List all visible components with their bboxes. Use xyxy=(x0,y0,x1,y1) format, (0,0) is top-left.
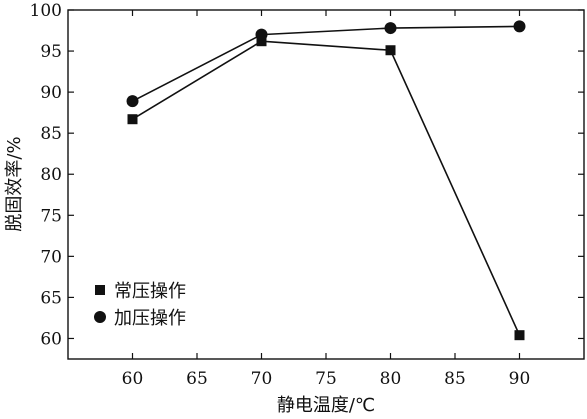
data-point-square xyxy=(256,36,267,47)
y-tick-label: 90 xyxy=(40,83,62,103)
data-point-circle xyxy=(126,95,139,108)
data-point-square xyxy=(127,114,138,125)
y-tick-label: 85 xyxy=(40,124,62,144)
series-1 xyxy=(127,36,525,341)
series-layer xyxy=(126,20,526,341)
axis-ticks: 60 65 70 75 80 85 90 60 65 70 75 80 85 90 95 100 xyxy=(30,1,584,389)
series-2 xyxy=(126,20,526,108)
x-tick-label: 80 xyxy=(380,369,402,389)
y-tick-label: 60 xyxy=(40,329,62,349)
y-tick-label: 100 xyxy=(30,1,62,21)
y-tick-label: 75 xyxy=(40,206,62,226)
data-point-square xyxy=(514,330,525,341)
legend-marker-square xyxy=(95,285,105,295)
x-tick-label: 65 xyxy=(186,369,208,389)
y-tick-label: 80 xyxy=(40,165,62,185)
y-axis-label: 脱固效率/% xyxy=(4,136,25,231)
x-tick-label: 60 xyxy=(122,369,144,389)
legend-item: 加压操作 xyxy=(94,308,186,329)
series-line xyxy=(132,25,520,102)
x-tick-label: 90 xyxy=(509,369,531,389)
y-tick-label: 70 xyxy=(40,247,62,267)
x-tick-label: 70 xyxy=(251,369,273,389)
data-point-circle xyxy=(255,28,268,41)
y-tick-label: 95 xyxy=(40,42,62,62)
legend-label: 常压操作 xyxy=(114,281,186,302)
legend-label: 加压操作 xyxy=(114,308,186,329)
x-axis-label: 静电温度/℃ xyxy=(277,395,375,416)
y-tick-label: 65 xyxy=(40,288,62,308)
legend-marker-circle xyxy=(94,311,106,323)
data-point-circle xyxy=(384,22,397,35)
data-point-square xyxy=(385,45,396,56)
x-tick-label: 75 xyxy=(315,369,337,389)
legend-item: 常压操作 xyxy=(95,281,186,302)
series-line xyxy=(132,40,521,336)
data-point-circle xyxy=(513,20,526,33)
x-tick-label: 85 xyxy=(444,369,466,389)
